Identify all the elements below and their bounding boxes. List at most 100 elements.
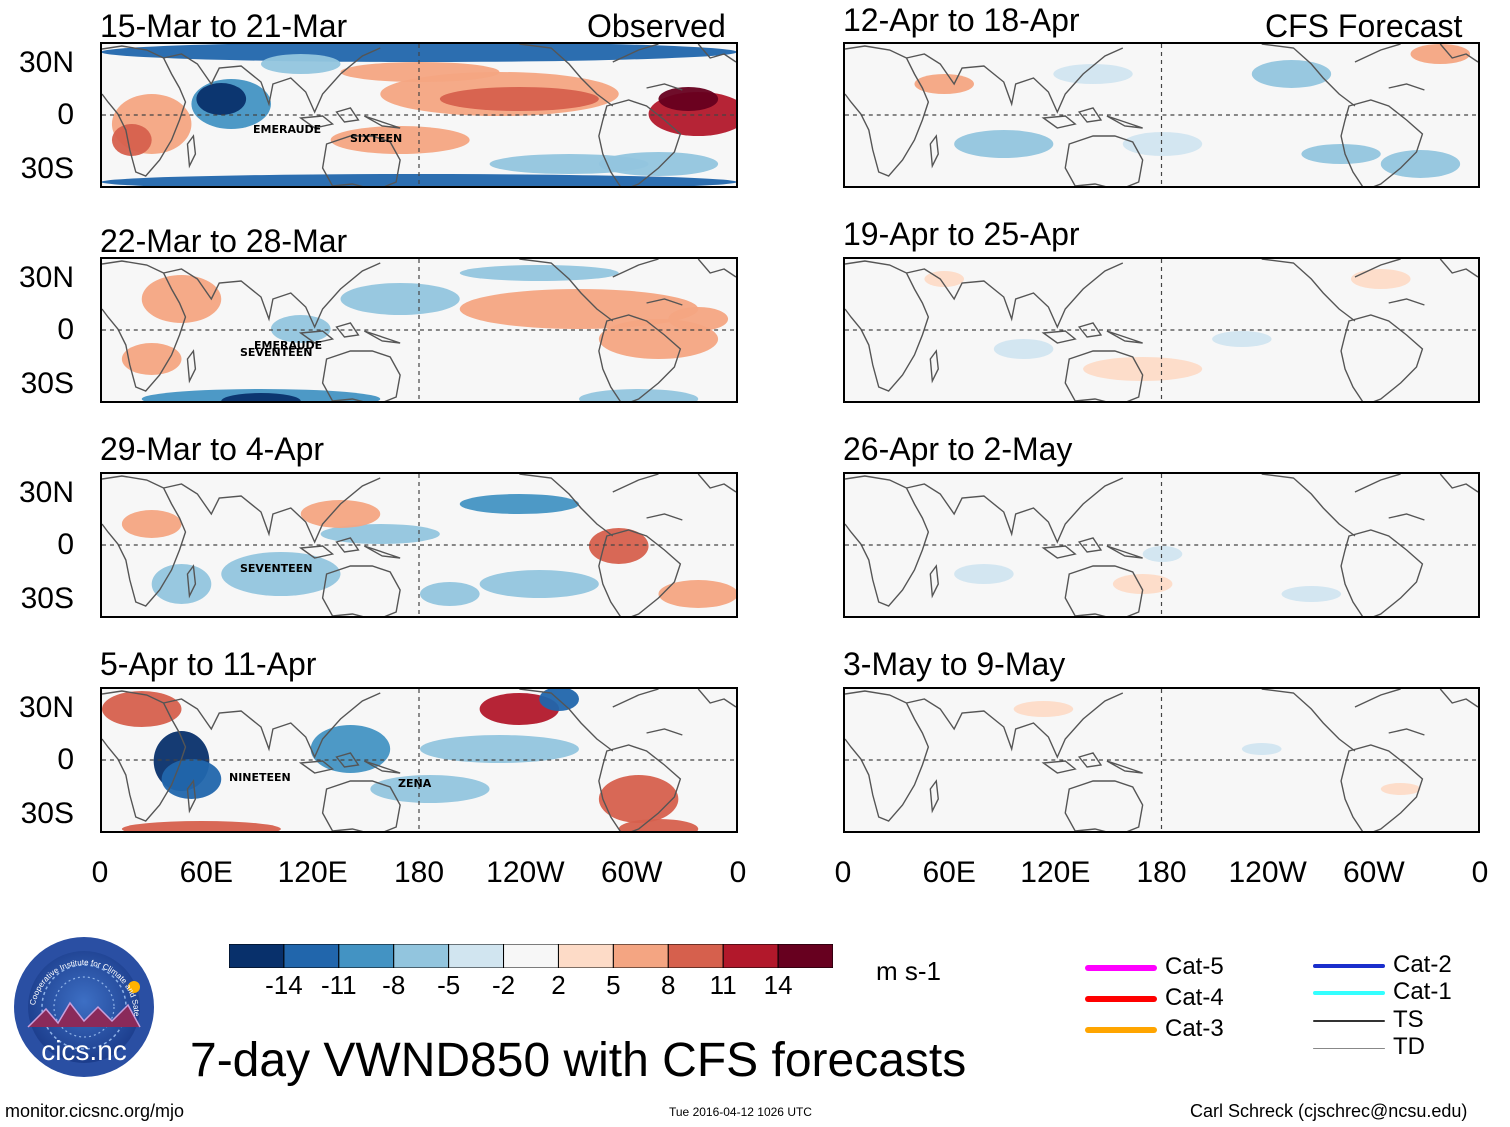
- track-legend-swatch: [1085, 996, 1157, 1002]
- anomaly-contour: [161, 759, 222, 799]
- colorbar-swatch: [338, 943, 395, 969]
- anomaly-contour: [221, 552, 341, 596]
- colorbar-tick-label: 2: [551, 970, 566, 1000]
- coastline: [906, 47, 1124, 114]
- anomaly-contour: [340, 62, 500, 82]
- y-tick-label: 0: [57, 98, 74, 131]
- coastline: [163, 692, 381, 759]
- coastline: [1354, 259, 1478, 306]
- coastline: [163, 262, 381, 329]
- track-legend-swatch: [1085, 1027, 1157, 1033]
- anomaly-contour: [993, 339, 1054, 359]
- colorbar-swatch: [667, 943, 724, 969]
- anomaly-contour: [588, 528, 649, 564]
- colorbar-tick-label: -5: [437, 970, 461, 1000]
- map-panel-observed-3: [100, 472, 738, 618]
- footer-url[interactable]: monitor.cicsnc.org/mjo: [5, 1101, 185, 1121]
- anomaly-contour: [618, 819, 699, 831]
- anomaly-contour: [419, 582, 480, 606]
- x-tick-label: 180: [393, 856, 445, 889]
- coastline: [612, 44, 736, 91]
- coastline: [612, 259, 736, 306]
- x-tick-label: 0: [729, 856, 747, 889]
- anomaly-contour: [270, 315, 331, 343]
- coastline: [321, 135, 401, 186]
- logo-text: cics.nc: [41, 1035, 127, 1066]
- coastline: [186, 134, 197, 169]
- coastline: [1354, 689, 1478, 736]
- y-tick-label: 30S: [20, 152, 74, 185]
- y-tick-label: 0: [57, 528, 74, 561]
- colorbar-tick-label: -8: [382, 970, 406, 1000]
- map-panel-observed-4: [100, 687, 738, 833]
- coastline: [1064, 780, 1144, 831]
- coastline: [163, 47, 381, 114]
- anomaly-contour: [1013, 701, 1074, 717]
- coastline: [186, 779, 197, 814]
- coastline: [1261, 259, 1356, 322]
- anomaly-contour: [1212, 331, 1272, 347]
- colorbar-tick-label: -14: [265, 970, 303, 1000]
- anomaly-contour: [1380, 150, 1461, 178]
- coastline: [1340, 99, 1424, 186]
- coastline: [519, 474, 614, 537]
- coastline: [906, 477, 1124, 544]
- coastline: [1041, 537, 1143, 559]
- storm-label: SIXTEEN: [350, 132, 403, 145]
- coastline: [321, 565, 401, 616]
- anomaly-contour: [121, 821, 281, 831]
- anomaly-contour: [300, 500, 381, 528]
- storm-label: EMERAUDE: [253, 123, 322, 136]
- storm-label: SEVENTEEN: [240, 562, 313, 575]
- y-tick-label: 30N: [18, 261, 74, 294]
- coastline: [298, 107, 401, 129]
- coastline: [102, 475, 187, 607]
- anomaly-contour: [954, 130, 1054, 158]
- colorbar-swatch: [448, 943, 505, 969]
- footer-timestamp: Tue 2016-04-12 1026 UTC: [669, 1105, 812, 1119]
- coastline: [845, 475, 930, 607]
- cics-logo: Cooperative Institute for Climate and Sa…: [10, 928, 156, 1079]
- colorbar-swatch: [393, 943, 450, 969]
- anomaly-contour: [1410, 44, 1471, 64]
- anomaly-contour: [579, 389, 699, 401]
- coastline: [598, 529, 682, 616]
- map-panel-forecast-2: [843, 257, 1480, 403]
- coastline: [102, 690, 187, 822]
- storm-label: EMERAUDE: [254, 339, 323, 352]
- coastline: [1354, 474, 1478, 521]
- x-tick-label: 0: [1471, 856, 1489, 889]
- coastline: [1041, 752, 1143, 774]
- anomaly-contour: [1053, 64, 1133, 84]
- track-legend-label: Cat-1: [1393, 978, 1452, 1005]
- anomaly-contour: [954, 564, 1014, 584]
- anomaly-contour: [221, 393, 301, 401]
- anomaly-contour: [370, 775, 490, 803]
- anomaly-contour: [121, 343, 182, 375]
- y-tick-label: 0: [57, 313, 74, 346]
- coastline: [929, 134, 939, 169]
- anomaly-contour: [121, 510, 182, 538]
- forecast-label: CFS Forecast: [1265, 8, 1463, 44]
- coastline: [186, 349, 197, 384]
- panel-title-fcst-2: 19-Apr to 25-Apr: [843, 216, 1080, 252]
- coastline: [321, 350, 401, 401]
- track-legend-swatch: [1313, 991, 1385, 995]
- coastline: [519, 689, 614, 752]
- coastline: [1340, 529, 1424, 616]
- coastline: [519, 44, 614, 107]
- coastline: [163, 477, 381, 544]
- anomaly-contour: [1083, 357, 1203, 381]
- coastline: [929, 564, 939, 599]
- coastline: [102, 260, 187, 392]
- storm-label: ZENA: [398, 777, 432, 790]
- anomaly-contour: [598, 152, 719, 176]
- colorbar-swatch: [612, 943, 669, 969]
- coastline: [1064, 565, 1144, 616]
- colorbar-tick-label: 8: [661, 970, 676, 1000]
- observed-label: Observed: [587, 8, 726, 44]
- colorbar-swatch: [503, 943, 559, 969]
- track-legend-swatch: [1313, 964, 1385, 968]
- anomaly-contour: [196, 83, 247, 115]
- coastline: [298, 322, 401, 344]
